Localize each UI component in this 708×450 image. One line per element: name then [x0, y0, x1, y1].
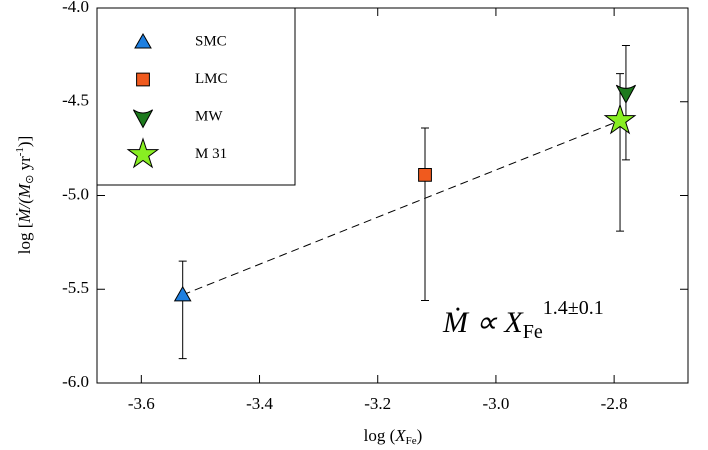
legend-label: M 31 [195, 146, 227, 162]
y-tick-label: -5.5 [62, 278, 89, 297]
marker [173, 285, 192, 302]
x-axis-label: log (XFe) [364, 426, 423, 447]
x-tick-label: -3.0 [482, 394, 509, 413]
marker [418, 167, 432, 182]
annotation: Ṁ ∝ XFe1.4±0.1 [442, 297, 604, 343]
legend-label: SMC [195, 33, 227, 49]
legend-box [96, 7, 296, 186]
y-tick-label: -5.0 [62, 184, 89, 203]
y-tick-label: -4.5 [62, 91, 89, 110]
x-tick-label: -3.6 [128, 394, 155, 413]
x-tick-label: -2.8 [601, 394, 628, 413]
legend-marker [136, 72, 150, 87]
marker [615, 84, 636, 104]
marker [603, 103, 637, 135]
legend-label: MW [195, 108, 223, 124]
x-tick-label: -3.2 [364, 394, 391, 413]
legend-marker [134, 32, 152, 49]
y-tick-label: -6.0 [62, 372, 89, 391]
legend-marker [126, 137, 160, 169]
x-tick-label: -3.4 [246, 394, 273, 413]
y-axis-label: log [Ṁ/(M⊙ yr-1)] [14, 136, 36, 255]
legend-marker [132, 109, 154, 129]
y-tick-label: -4.0 [62, 0, 89, 16]
fit-line [182, 120, 621, 296]
legend-label: LMC [195, 71, 228, 87]
